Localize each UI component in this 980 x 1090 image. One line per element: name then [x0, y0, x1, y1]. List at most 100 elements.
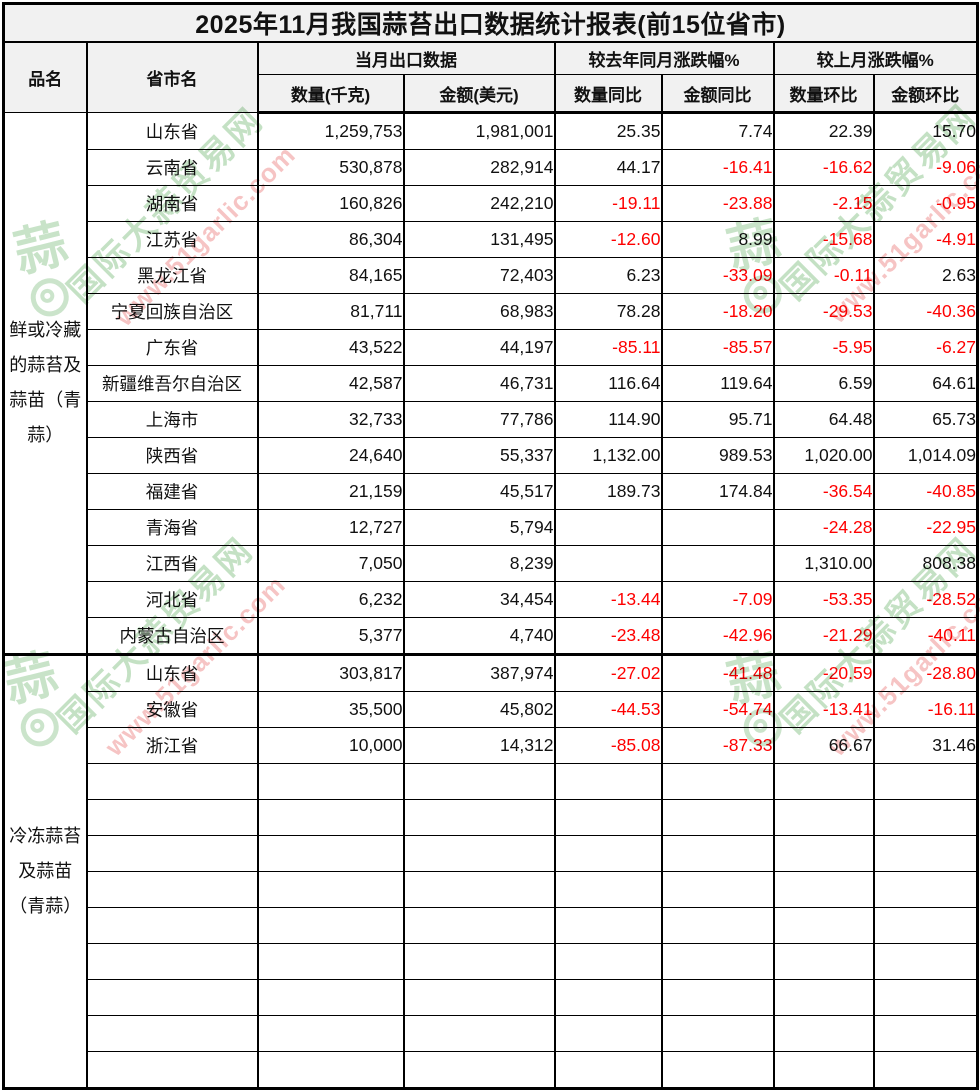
cell-qty-kg: 7,050 [256, 545, 405, 582]
cell-qty-kg: 86,304 [256, 221, 405, 258]
cell-amount-mom: 65.73 [872, 401, 979, 438]
cell-amount-yoy [660, 509, 775, 546]
cell-amount-mom: -22.95 [872, 509, 979, 546]
cell-qty-yoy: 25.35 [553, 112, 663, 150]
table-row: 新疆维吾尔自治区 42,587 46,731 116.64 119.64 6.59 64.6… [4, 365, 979, 402]
cell-qty-yoy [553, 1051, 663, 1089]
cell-qty-mom: 66.67 [772, 727, 875, 764]
cell-qty-yoy: 189.73 [553, 473, 663, 510]
table-header: 2025年11月我国蒜苔出口数据统计报表(前15位省市) 品名 省市名 当月出口… [2, 3, 979, 114]
table-row [4, 763, 979, 800]
cell-qty-mom: -5.95 [772, 329, 875, 366]
cell-amount-mom [872, 763, 979, 800]
header-qty-mom: 数量环比 [772, 74, 875, 114]
cell-qty-yoy [553, 907, 663, 944]
cell-amount-mom: -28.52 [872, 581, 979, 618]
cell-amount-yoy: -23.88 [660, 185, 775, 222]
cell-qty-kg: 32,733 [256, 401, 405, 438]
cell-qty-mom [772, 1015, 875, 1052]
cell-amount-yoy: 989.53 [660, 437, 775, 474]
cell-qty-kg: 35,500 [256, 691, 405, 728]
cell-amount-yoy: -18.20 [660, 293, 775, 330]
cell-amount-yoy: -54.74 [660, 691, 775, 728]
cell-amount-yoy: 7.74 [660, 112, 775, 150]
cell-amount-mom: 15.70 [872, 112, 979, 150]
cell-amount-yoy: -7.09 [660, 581, 775, 618]
cell-amount-yoy [660, 943, 775, 980]
cell-amount-usd [402, 979, 556, 1016]
table-row [4, 979, 979, 1016]
cell-qty-yoy: -44.53 [553, 691, 663, 728]
cell-province: 江苏省 [85, 221, 259, 258]
header-province: 省市名 [85, 41, 259, 113]
header-qty-yoy: 数量同比 [553, 74, 663, 114]
cell-qty-kg: 5,377 [256, 617, 405, 655]
cell-amount-mom: -28.80 [872, 653, 979, 692]
cell-amount-mom [872, 1051, 979, 1089]
cell-province [85, 1051, 259, 1089]
cell-qty-yoy: 116.64 [553, 365, 663, 402]
cell-qty-kg [256, 1051, 405, 1089]
cell-qty-mom [772, 979, 875, 1016]
cell-qty-kg [256, 943, 405, 980]
cell-amount-usd: 5,794 [402, 509, 556, 546]
cell-province [85, 907, 259, 944]
cell-amount-usd [402, 907, 556, 944]
cell-province: 湖南省 [85, 185, 259, 222]
table-row [4, 799, 979, 836]
cell-amount-yoy: -33.09 [660, 257, 775, 294]
cell-amount-usd: 55,337 [402, 437, 556, 474]
cell-qty-mom [772, 907, 875, 944]
cell-qty-yoy [553, 871, 663, 908]
cell-amount-usd [402, 835, 556, 872]
cell-amount-usd: 1,981,001 [402, 112, 556, 150]
cell-amount-yoy [660, 1015, 775, 1052]
cell-qty-mom: 6.59 [772, 365, 875, 402]
cell-amount-yoy [660, 763, 775, 800]
cell-qty-yoy: -23.48 [553, 617, 663, 655]
cell-province: 山东省 [85, 653, 259, 692]
cell-province: 内蒙古自治区 [85, 617, 259, 655]
cell-province: 陕西省 [85, 437, 259, 474]
cell-amount-usd: 77,786 [402, 401, 556, 438]
cell-province [85, 1015, 259, 1052]
cell-qty-kg: 6,232 [256, 581, 405, 618]
cell-amount-mom [872, 871, 979, 908]
cell-qty-mom: 1,310.00 [772, 545, 875, 582]
table-row: 云南省 530,878 282,914 44.17 -16.41 -16.62 -9.06 [4, 149, 979, 186]
cell-qty-mom [772, 799, 875, 836]
cell-amount-yoy [660, 1051, 775, 1089]
cell-province: 黑龙江省 [85, 257, 259, 294]
cell-qty-yoy: -12.60 [553, 221, 663, 258]
cell-qty-kg: 1,259,753 [256, 112, 405, 150]
cell-qty-kg [256, 871, 405, 908]
cell-qty-mom: -21.29 [772, 617, 875, 655]
table-row: 江西省 7,050 8,239 1,310.00 808.38 [4, 545, 979, 582]
cell-amount-mom [872, 799, 979, 836]
cell-amount-yoy: 174.84 [660, 473, 775, 510]
cell-qty-kg: 84,165 [256, 257, 405, 294]
cell-qty-yoy: 44.17 [553, 149, 663, 186]
cell-amount-mom [872, 943, 979, 980]
cell-province: 新疆维吾尔自治区 [85, 365, 259, 402]
cell-qty-yoy [553, 1015, 663, 1052]
table-row: 陕西省 24,640 55,337 1,132.00 989.53 1,020.00 1,0… [4, 437, 979, 474]
table-row [4, 835, 979, 872]
cell-amount-mom [872, 907, 979, 944]
cell-qty-mom [772, 943, 875, 980]
table-row: 河北省 6,232 34,454 -13.44 -7.09 -53.35 -28.52 [4, 581, 979, 618]
cell-amount-yoy [660, 545, 775, 582]
cell-qty-yoy: -85.08 [553, 727, 663, 764]
table-row: 湖南省 160,826 242,210 -19.11 -23.88 -2.15 -0.95 [4, 185, 979, 222]
cell-amount-yoy [660, 907, 775, 944]
cell-qty-mom: -36.54 [772, 473, 875, 510]
table-row: 上海市 32,733 77,786 114.90 95.71 64.48 65.73 [4, 401, 979, 438]
cell-qty-mom: 64.48 [772, 401, 875, 438]
cell-qty-yoy: 114.90 [553, 401, 663, 438]
cell-qty-yoy [553, 943, 663, 980]
header-amount-mom: 金额环比 [872, 74, 979, 114]
cell-amount-yoy [660, 979, 775, 1016]
cell-qty-kg [256, 907, 405, 944]
header-amount-yoy: 金额同比 [660, 74, 775, 114]
cell-province [85, 835, 259, 872]
